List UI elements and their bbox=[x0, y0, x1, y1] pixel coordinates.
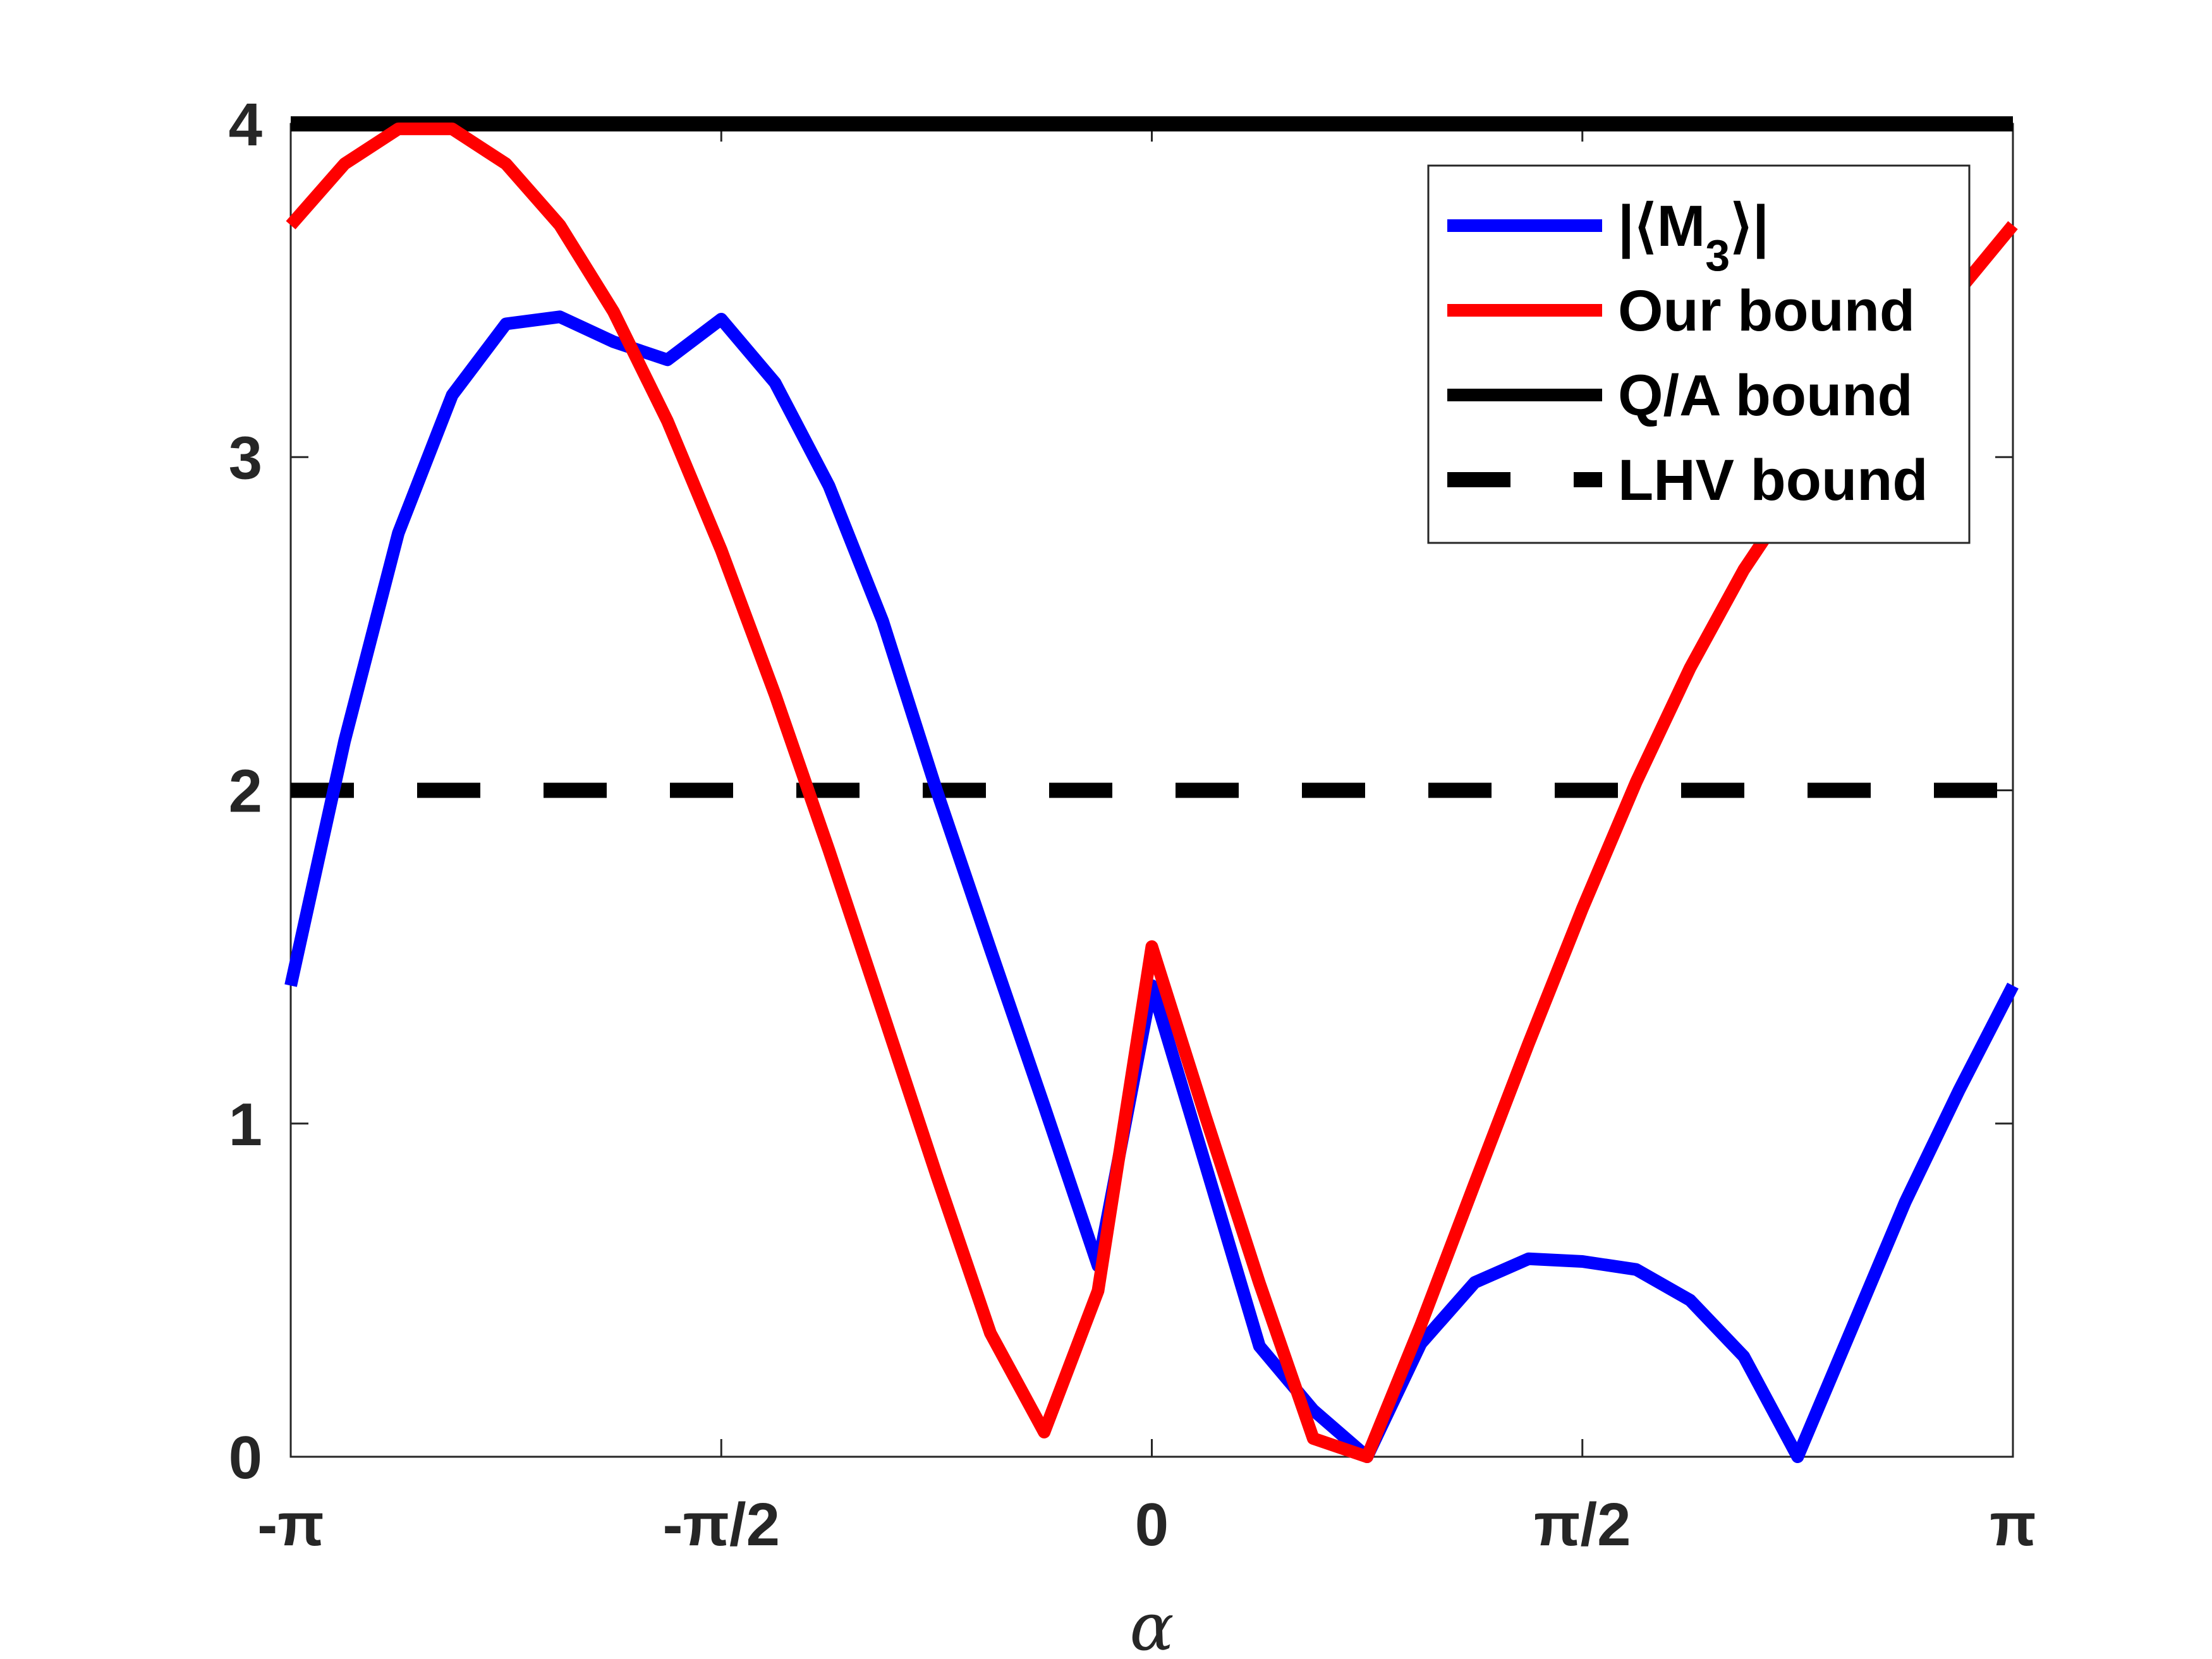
legend-label-end: ⟩| bbox=[1730, 194, 1769, 259]
y-tick-label: 2 bbox=[229, 758, 262, 825]
legend-label-main: LHV bound bbox=[1618, 448, 1928, 513]
series-line-our-bound bbox=[286, 122, 2018, 1463]
legend-label: Our bound bbox=[1618, 279, 1915, 343]
x-axis-ticks: -π -π/2 0 π/2 π bbox=[257, 124, 2036, 1559]
x-tick-label: π bbox=[1990, 1491, 2036, 1559]
x-tick-label: -π/2 bbox=[662, 1491, 780, 1559]
series-layer bbox=[284, 116, 2019, 1463]
legend-label: Q/A bound bbox=[1618, 363, 1913, 428]
x-tick-label: 0 bbox=[1135, 1491, 1169, 1559]
legend-label-main: Q/A bound bbox=[1618, 363, 1913, 428]
y-tick-label: 3 bbox=[229, 424, 262, 492]
x-tick-label: -π bbox=[257, 1491, 324, 1559]
legend-label: LHV bound bbox=[1618, 448, 1928, 513]
y-tick-label: 4 bbox=[229, 91, 262, 159]
y-tick-label: 0 bbox=[229, 1424, 262, 1492]
legend-label-main: Our bound bbox=[1618, 279, 1915, 343]
y-tick-label: 1 bbox=[229, 1091, 262, 1158]
x-axis-label: α bbox=[1129, 1588, 1174, 1659]
y-axis-ticks: 0 1 2 3 4 bbox=[229, 91, 2013, 1492]
x-tick-label: π/2 bbox=[1534, 1491, 1631, 1559]
legend-label-subscript: 3 bbox=[1705, 231, 1730, 280]
legend-label: |⟨M3⟩| bbox=[1618, 194, 1769, 280]
legend-label-main: |⟨M bbox=[1618, 194, 1705, 259]
